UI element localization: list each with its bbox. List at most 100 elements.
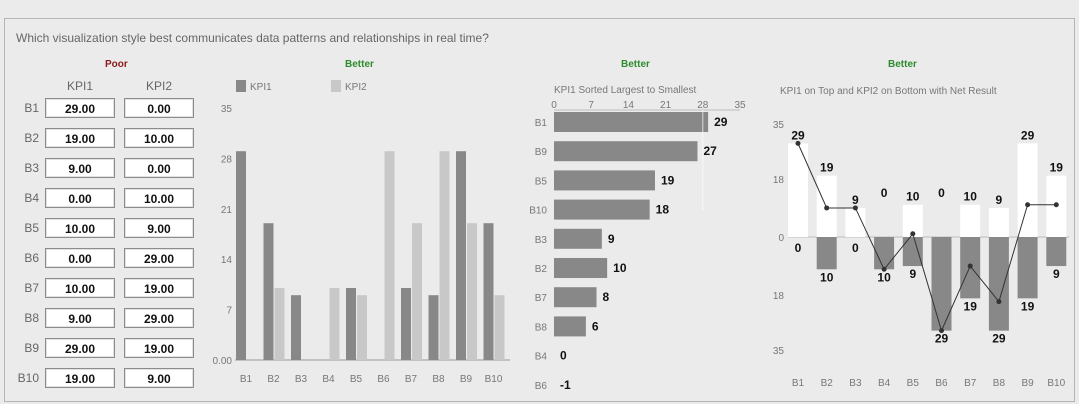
bar-kpi1-top [960,204,981,237]
bar-kpi2 [467,223,477,360]
table-row-label: B9 [24,341,39,355]
x-tick-label: B6 [377,374,390,385]
bottom-value-label: 0 [852,241,859,255]
table-row-label: B8 [24,311,39,325]
bar-kpi1 [263,223,274,360]
table-cell-kpi2: 19.00 [124,278,194,298]
bar-kpi1 [483,223,494,360]
table-cell-kpi2: 9.00 [124,218,194,238]
table-row-label: B10 [17,371,39,385]
bar-kpi2 [357,295,367,360]
bottom-value-label: 10 [820,270,834,284]
net-result-point [852,205,858,211]
x-tick-label: B9 [1021,378,1034,389]
net-result-point [824,205,830,211]
table-cell-kpi1: 9.00 [45,158,115,178]
top-value-label: 9 [996,193,1003,207]
y-tick-label: B5 [535,176,548,187]
x-tick-label: B1 [240,374,253,385]
y-tick-label: 28 [221,154,233,165]
bottom-value-label: 0 [795,241,802,255]
y-tick-label: 0.00 [213,356,233,367]
bar-kpi2-bottom [988,237,1009,331]
section-title-net: Better [888,59,917,70]
x-tick-label: B7 [405,374,418,385]
x-tick-label: B8 [993,378,1006,389]
bar-kpi1 [428,295,439,360]
table-row-label: B1 [24,101,39,115]
data-label: 19 [661,173,675,187]
legend-label-kpi2: KPI2 [345,82,367,93]
bar-kpi1-top [845,207,866,237]
data-label: 0 [560,349,567,363]
bottom-value-label: 9 [909,267,916,281]
data-label: 10 [613,261,627,275]
y-tick-label: 35 [221,104,233,115]
x-tick-label: B10 [1047,378,1065,389]
x-tick-label: B5 [907,378,920,389]
table-cell-kpi1: 29.00 [45,338,115,358]
x-tick-label: 0 [551,100,557,111]
table-cell-kpi1: 10.00 [45,218,115,238]
x-tick-label: B9 [460,374,473,385]
y-tick-label: B10 [529,206,547,217]
net-result-point [1025,202,1031,208]
section-title-table: Poor [105,59,128,70]
x-tick-label: B5 [350,374,363,385]
top-value-label: 19 [820,161,834,175]
data-label: 27 [703,144,717,158]
y-tick-label: B4 [535,352,548,363]
net-result-point [795,140,801,146]
y-tick-label: B3 [535,235,548,246]
table-cell-kpi1: 0.00 [45,248,115,268]
y-tick-label: B7 [535,293,548,304]
x-tick-label: 7 [588,100,594,111]
x-tick-label: B4 [878,378,891,389]
bar-kpi2 [274,288,285,360]
x-tick-label: B1 [792,378,805,389]
top-value-label: 0 [881,186,888,200]
bar-kpi2 [384,151,395,360]
bar-kpi1 [456,151,466,360]
data-label: 9 [608,232,615,246]
bottom-value-label: 29 [992,332,1006,346]
table-row-label: B7 [24,281,39,295]
bar-kpi2 [329,288,340,360]
bar-kpi1-top [988,207,1009,237]
net-result-point [967,263,973,269]
y-tick-label: 18 [773,175,785,186]
top-value-label: 29 [791,128,805,142]
x-tick-label: B3 [295,374,308,385]
x-tick-label: B6 [935,378,948,389]
table-cell-kpi2: 10.00 [124,188,194,208]
bar-kpi1-sorted [554,141,698,162]
grouped-bar-chart: 0.00 7 14 21 28 35 KPI1 KPI2 B1 B2 B3 B4 B5 B6 B7 B8 B9 B… [213,80,510,385]
bar-kpi1 [236,151,246,360]
bar-kpi2-bottom [874,237,895,270]
bar-kpi1-sorted [554,170,655,191]
y-tick-label: 35 [773,120,785,131]
bar-kpi1 [401,288,411,360]
table-row-label: B2 [24,131,39,145]
table-cell-kpi1: 0.00 [45,188,115,208]
table-cell-kpi1: 19.00 [45,128,115,148]
bottom-value-label: 19 [1021,299,1035,313]
net-chart-title: KPI1 on Top and KPI2 on Bottom with Net … [780,86,997,97]
x-tick-label: 35 [734,100,746,111]
y-tick-label: B9 [535,147,548,158]
bar-kpi2-bottom [1046,237,1067,267]
x-tick-label: B4 [322,374,335,385]
bar-kpi1 [291,295,301,360]
table-row-label: B6 [24,251,39,265]
bottom-value-label: 9 [1053,267,1060,281]
x-tick-label: B8 [432,374,445,385]
y-tick-label: 18 [773,291,785,302]
data-label: 6 [592,319,599,333]
net-result-point [910,231,916,237]
bar-kpi1-sorted [554,316,586,337]
bar-kpi2 [494,295,505,360]
bar-kpi2 [439,151,450,360]
table-cell-kpi2: 9.00 [124,368,194,388]
bar-kpi1-top [902,204,923,237]
legend-swatch-kpi2 [331,80,341,92]
